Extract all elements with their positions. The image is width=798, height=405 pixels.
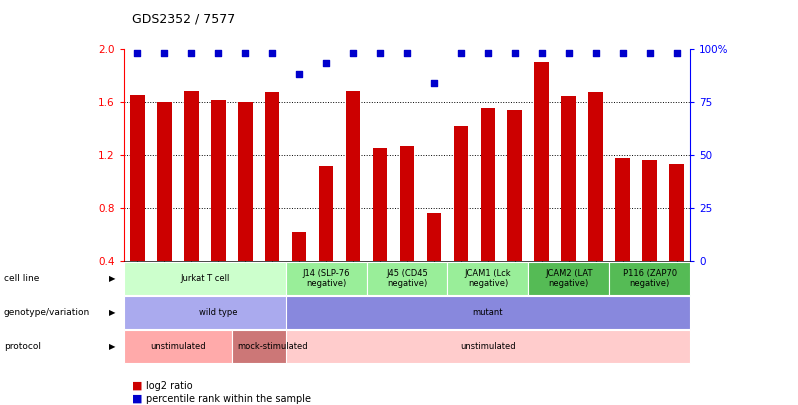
Point	[535, 50, 548, 56]
Bar	[130, 95, 144, 314]
Text: protocol: protocol	[4, 342, 41, 351]
Point	[158, 50, 171, 56]
Bar	[318, 166, 334, 314]
Bar	[588, 92, 603, 314]
Point	[481, 50, 494, 56]
Bar	[615, 158, 630, 314]
Text: percentile rank within the sample: percentile rank within the sample	[146, 394, 311, 403]
Bar	[211, 100, 226, 314]
Point	[643, 50, 656, 56]
Text: GDS2352 / 7577: GDS2352 / 7577	[132, 12, 235, 25]
Bar	[562, 96, 576, 314]
Point	[346, 50, 359, 56]
Text: unstimulated: unstimulated	[150, 342, 205, 351]
Text: Jurkat T cell: Jurkat T cell	[180, 274, 229, 283]
Text: ▶: ▶	[109, 274, 116, 283]
Bar	[480, 109, 496, 314]
Point	[239, 50, 251, 56]
Point	[185, 50, 198, 56]
Point	[211, 50, 224, 56]
Bar	[373, 148, 387, 314]
Text: log2 ratio: log2 ratio	[146, 381, 192, 390]
Point	[320, 60, 333, 67]
Text: mock-stimulated: mock-stimulated	[237, 342, 307, 351]
Text: JCAM1 (Lck
negative): JCAM1 (Lck negative)	[464, 269, 512, 288]
Point	[373, 50, 386, 56]
Bar	[535, 62, 549, 314]
Point	[508, 50, 521, 56]
Text: ■: ■	[132, 394, 142, 403]
Bar	[238, 102, 252, 314]
Bar	[184, 91, 199, 314]
Point	[590, 50, 602, 56]
Bar	[453, 126, 468, 314]
Text: J45 (CD45
negative): J45 (CD45 negative)	[386, 269, 428, 288]
Point	[616, 50, 629, 56]
Point	[563, 50, 575, 56]
Text: cell line: cell line	[4, 274, 39, 283]
Bar	[427, 213, 441, 314]
Bar	[265, 92, 279, 314]
Bar	[508, 110, 523, 314]
Point	[131, 50, 144, 56]
Bar	[156, 102, 172, 314]
Point	[401, 50, 413, 56]
Point	[455, 50, 468, 56]
Bar	[400, 146, 414, 314]
Point	[428, 79, 440, 86]
Bar	[670, 164, 684, 314]
Bar	[642, 160, 658, 314]
Bar	[291, 232, 306, 314]
Text: JCAM2 (LAT
negative): JCAM2 (LAT negative)	[545, 269, 593, 288]
Text: mutant: mutant	[472, 308, 504, 317]
Point	[670, 50, 683, 56]
Bar	[346, 91, 361, 314]
Text: J14 (SLP-76
negative): J14 (SLP-76 negative)	[302, 269, 350, 288]
Text: wild type: wild type	[199, 308, 237, 317]
Point	[293, 71, 306, 77]
Text: ▶: ▶	[109, 342, 116, 351]
Text: ▶: ▶	[109, 308, 116, 317]
Text: ■: ■	[132, 381, 142, 390]
Text: P116 (ZAP70
negative): P116 (ZAP70 negative)	[622, 269, 677, 288]
Text: unstimulated: unstimulated	[460, 342, 516, 351]
Point	[266, 50, 279, 56]
Text: genotype/variation: genotype/variation	[4, 308, 90, 317]
